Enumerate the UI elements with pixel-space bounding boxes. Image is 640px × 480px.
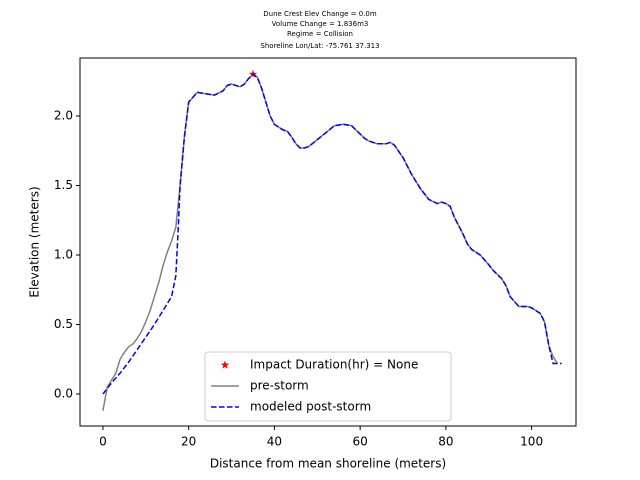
legend-box [204,351,452,422]
x-tick-label: 60 [353,435,368,449]
y-axis-label: Elevation (meters) [28,186,42,297]
y-tick-label: 1.0 [54,247,73,261]
y-tick-label: 2.0 [54,108,73,122]
data-line [102,73,562,395]
x-tick-label: 20 [181,435,196,449]
x-tick-label: 100 [520,435,543,449]
legend-label: Impact Duration(hr) = None [250,358,418,372]
y-tick-label: 1.5 [54,178,73,192]
x-tick-label: 0 [99,435,107,449]
legend-label: modeled post-storm [250,400,371,414]
title-line: Shoreline Lon/Lat: -75.761 37.313 [260,42,379,50]
y-tick-label: 0.0 [54,387,73,401]
y-tick-label: 0.5 [54,317,73,331]
title-line: Regime = Collision [287,30,353,38]
legend-label: pre-storm [250,379,309,393]
x-tick-label: 80 [438,435,453,449]
x-axis-label: Distance from mean shoreline (meters) [210,457,446,471]
title-line: Dune Crest Elev Change = 0.0m [263,10,377,18]
legend-marker [220,360,230,369]
title-line: Volume Change = 1.836m3 [272,20,369,28]
plot-frame [79,57,577,427]
x-tick-label: 40 [267,435,282,449]
